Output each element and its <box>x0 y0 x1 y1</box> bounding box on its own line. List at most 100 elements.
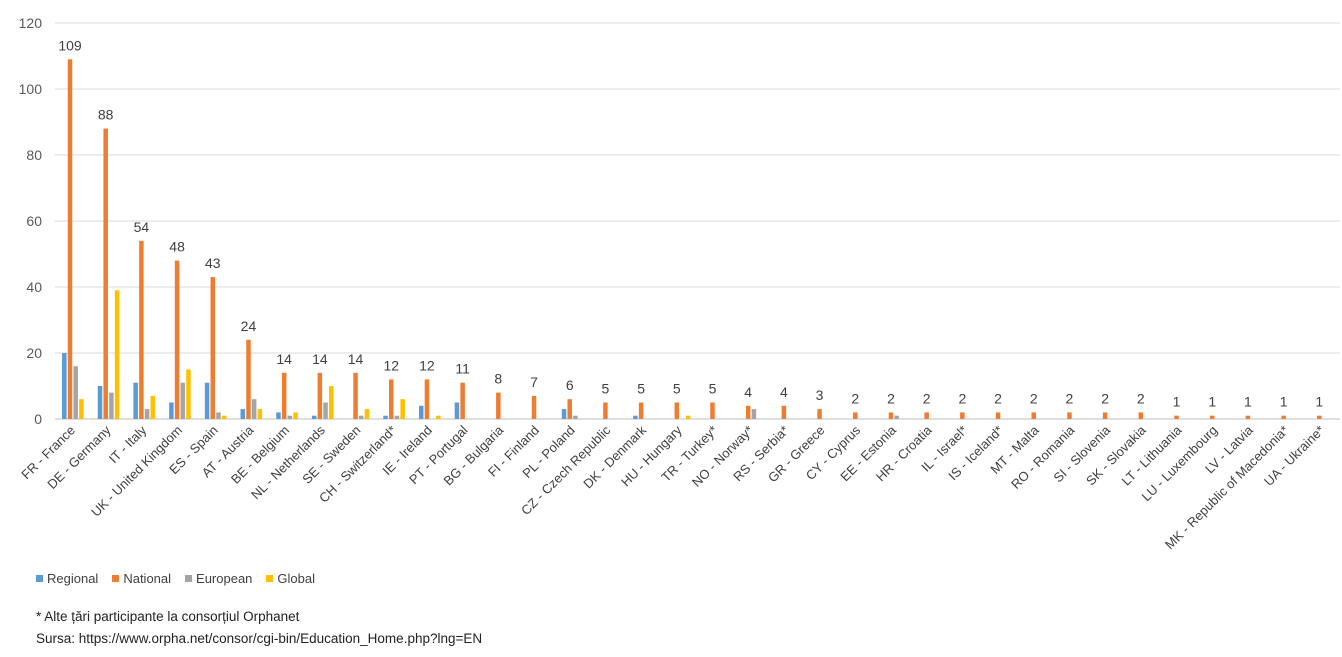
bar-european <box>323 402 328 419</box>
bar-global <box>114 290 120 419</box>
data-label: 1 <box>1173 394 1181 410</box>
data-label: 43 <box>205 255 221 271</box>
bar-european <box>751 409 757 419</box>
bar-regional <box>276 412 281 419</box>
bar-european <box>109 392 114 419</box>
bar-national <box>960 412 965 419</box>
y-tick-label: 120 <box>19 15 43 31</box>
bar-national <box>103 128 108 419</box>
data-label: 1 <box>1244 394 1252 410</box>
bar-regional <box>454 402 460 419</box>
source-note: Sursa: https://www.orpha.net/consor/cgi-… <box>36 631 483 646</box>
bar-national <box>174 260 180 419</box>
data-label: 11 <box>455 361 470 377</box>
bar-national <box>424 379 430 419</box>
bar-national <box>496 392 501 419</box>
bar-european <box>287 415 293 419</box>
data-label: 4 <box>780 384 788 400</box>
bar-global <box>400 399 405 419</box>
bar-european <box>251 399 257 419</box>
data-label: 14 <box>312 351 328 367</box>
data-label: 12 <box>419 357 435 373</box>
legend-item-global: Global <box>266 571 315 586</box>
data-label: 14 <box>348 351 364 367</box>
bar-european <box>144 409 150 419</box>
bar-regional <box>62 353 67 419</box>
data-label: 5 <box>673 381 681 397</box>
bar-national <box>388 379 394 419</box>
bar-european <box>359 415 364 419</box>
bar-global <box>685 415 691 419</box>
bar-regional <box>133 382 138 419</box>
data-label: 1 <box>1208 394 1216 410</box>
bar-national <box>281 372 287 419</box>
bar-national <box>781 405 787 419</box>
bar-national <box>1067 412 1072 419</box>
bar-european <box>894 415 899 419</box>
legend-item-regional: Regional <box>36 571 98 586</box>
data-label: 1 <box>1315 394 1323 410</box>
bar-national <box>1281 415 1286 419</box>
data-label: 2 <box>1137 390 1145 406</box>
y-tick-label: 20 <box>26 345 42 361</box>
bar-european <box>394 415 400 419</box>
data-label: 14 <box>276 351 292 367</box>
bar-regional <box>383 415 388 419</box>
legend-swatch-national <box>112 575 120 582</box>
bar-national <box>317 372 323 419</box>
legend-swatch-european <box>185 575 193 582</box>
bar-regional <box>169 402 174 419</box>
legend-swatch-global <box>266 575 274 582</box>
data-label: 2 <box>994 390 1002 406</box>
bar-national <box>1209 415 1215 419</box>
data-label: 3 <box>816 387 824 403</box>
data-label: 2 <box>887 390 895 406</box>
legend-label-european: European <box>196 571 253 586</box>
bar-global <box>186 369 191 419</box>
bar-regional <box>97 386 103 419</box>
y-tick-label: 100 <box>19 81 43 97</box>
bar-national <box>995 412 1001 419</box>
data-label: 2 <box>1066 390 1074 406</box>
bar-national <box>638 402 644 419</box>
bar-regional <box>311 415 317 419</box>
data-label: 1 <box>1280 394 1288 410</box>
bar-regional <box>418 405 424 419</box>
data-label: 12 <box>383 357 399 373</box>
data-label: 5 <box>602 381 610 397</box>
data-label: 2 <box>958 390 966 406</box>
y-tick-label: 0 <box>34 411 42 427</box>
legend-label-global: Global <box>277 571 315 586</box>
legend-item-national: National <box>112 571 171 586</box>
bar-national <box>853 412 858 419</box>
bar-national <box>1245 415 1251 419</box>
legend-label-regional: Regional <box>47 571 99 586</box>
bar-global <box>436 415 441 419</box>
bar-national <box>246 339 251 419</box>
data-label: 48 <box>169 239 185 255</box>
data-label: 88 <box>98 107 114 123</box>
bar-national <box>603 402 608 419</box>
data-label: 2 <box>1101 390 1109 406</box>
bar-global <box>257 409 263 419</box>
bar-national <box>888 412 894 419</box>
bar-national <box>1174 415 1179 419</box>
data-label: 5 <box>637 381 645 397</box>
bar-national <box>353 372 358 419</box>
bar-national <box>139 240 144 419</box>
data-label: 24 <box>241 318 257 334</box>
bar-global <box>293 412 298 419</box>
bar-regional <box>561 409 567 419</box>
bar-european <box>216 412 221 419</box>
bar-regional <box>204 382 210 419</box>
bar-global <box>329 386 334 419</box>
bar-global <box>221 415 227 419</box>
data-label: 6 <box>566 377 574 393</box>
y-tick-label: 60 <box>26 213 42 229</box>
bar-national <box>1031 412 1036 419</box>
bar-national <box>460 382 465 419</box>
bar-national <box>1138 412 1144 419</box>
bar-national <box>674 402 680 419</box>
y-tick-label: 80 <box>26 147 42 163</box>
